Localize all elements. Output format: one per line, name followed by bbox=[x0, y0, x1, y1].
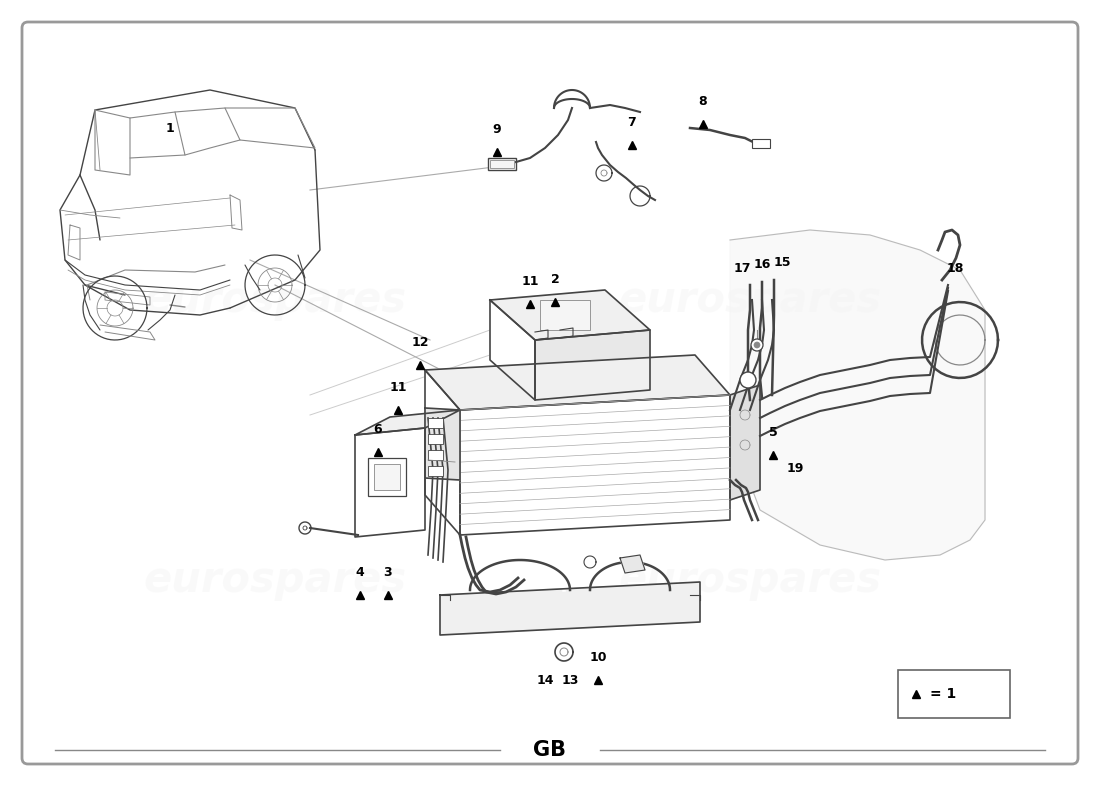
Bar bbox=[374, 464, 400, 490]
Text: 3: 3 bbox=[384, 566, 393, 579]
Text: 8: 8 bbox=[698, 95, 707, 108]
Text: 13: 13 bbox=[561, 674, 579, 686]
Bar bbox=[752, 139, 770, 148]
Text: 16: 16 bbox=[754, 258, 771, 271]
Polygon shape bbox=[730, 230, 985, 560]
Bar bbox=[488, 158, 516, 170]
Text: 2: 2 bbox=[551, 273, 560, 286]
Polygon shape bbox=[425, 355, 730, 410]
Text: 9: 9 bbox=[493, 123, 502, 136]
Bar bbox=[428, 434, 443, 444]
Text: 6: 6 bbox=[374, 423, 383, 436]
Text: 5: 5 bbox=[769, 426, 778, 439]
Text: 17: 17 bbox=[734, 262, 750, 274]
Text: 18: 18 bbox=[946, 262, 964, 274]
Text: = 1: = 1 bbox=[930, 687, 956, 701]
Circle shape bbox=[754, 342, 760, 348]
Text: eurospares: eurospares bbox=[143, 279, 407, 321]
Text: 14: 14 bbox=[537, 674, 553, 686]
Polygon shape bbox=[355, 410, 460, 435]
Circle shape bbox=[740, 372, 756, 388]
Text: GB: GB bbox=[534, 740, 566, 760]
Polygon shape bbox=[535, 330, 650, 400]
Polygon shape bbox=[490, 300, 535, 400]
Polygon shape bbox=[440, 582, 700, 635]
Polygon shape bbox=[425, 408, 460, 480]
FancyBboxPatch shape bbox=[22, 22, 1078, 764]
Bar bbox=[428, 450, 443, 460]
Bar bbox=[428, 466, 443, 476]
Text: eurospares: eurospares bbox=[618, 559, 881, 601]
Text: 7: 7 bbox=[628, 116, 637, 129]
Text: 19: 19 bbox=[786, 462, 804, 474]
Polygon shape bbox=[490, 290, 650, 340]
FancyBboxPatch shape bbox=[898, 670, 1010, 718]
Text: 4: 4 bbox=[355, 566, 364, 579]
Bar bbox=[368, 458, 406, 496]
Bar bbox=[490, 160, 514, 168]
Bar bbox=[428, 418, 443, 428]
Text: 1: 1 bbox=[166, 122, 175, 134]
Text: 11: 11 bbox=[389, 381, 407, 394]
Polygon shape bbox=[425, 370, 460, 535]
Bar bbox=[540, 300, 590, 330]
Text: eurospares: eurospares bbox=[618, 279, 881, 321]
Polygon shape bbox=[620, 555, 645, 573]
Text: 15: 15 bbox=[773, 255, 791, 269]
Text: 11: 11 bbox=[521, 275, 539, 288]
Text: 12: 12 bbox=[411, 336, 429, 349]
Text: 10: 10 bbox=[590, 651, 607, 664]
Circle shape bbox=[751, 339, 763, 351]
Polygon shape bbox=[460, 395, 730, 535]
Polygon shape bbox=[730, 385, 760, 500]
Polygon shape bbox=[355, 428, 425, 537]
Text: eurospares: eurospares bbox=[143, 559, 407, 601]
